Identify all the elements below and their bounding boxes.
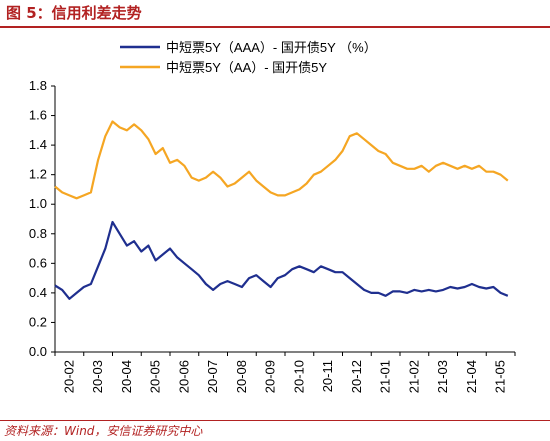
y-tick-label: 0.4: [29, 285, 47, 300]
chart-axes: [54, 86, 515, 353]
footer-divider: [0, 420, 550, 421]
x-tick-label: 20-07: [205, 360, 220, 393]
x-tick-label: 20-10: [291, 360, 306, 393]
figure-title: 图 5：信用利差走势: [6, 4, 142, 22]
y-tick-label: 1.8: [29, 78, 47, 93]
y-tick-label: 1.2: [29, 167, 47, 182]
x-tick-label: 21-04: [464, 360, 479, 393]
title-divider: [0, 26, 550, 28]
source-note: 资料来源：Wind，安信证券研究中心: [4, 424, 203, 438]
x-tick-label: 20-09: [263, 360, 278, 393]
legend-label-2: 中短票5Y（AA）- 国开债5Y: [166, 60, 327, 75]
legend-label-1: 中短票5Y（AAA）- 国开债5Y （%）: [166, 40, 377, 55]
x-tick-label: 21-05: [493, 360, 508, 393]
y-tick-label: 1.4: [29, 137, 47, 152]
y-tick-label: 1.6: [29, 108, 47, 123]
x-tick-label: 20-05: [148, 360, 163, 393]
x-tick-label: 20-03: [90, 360, 105, 393]
x-tick-label: 20-06: [176, 360, 191, 393]
series-line-2: [54, 120, 509, 200]
x-tick-label: 20-11: [320, 360, 335, 392]
x-tick-label: 21-03: [435, 360, 450, 393]
x-tick-label: 20-12: [349, 360, 364, 393]
x-tick-label: 21-01: [378, 360, 393, 393]
series-line-1: [54, 220, 509, 300]
x-tick-label: 20-04: [119, 360, 134, 393]
chart-legend: 中短票5Y（AAA）- 国开债5Y （%） 中短票5Y（AA）- 国开债5Y: [120, 40, 377, 75]
x-tick-label: 20-02: [61, 360, 76, 393]
x-tick-label: 20-08: [234, 360, 249, 393]
chart-series: [54, 120, 509, 300]
x-tick-label: 21-02: [406, 360, 421, 393]
figure-header: 图 5：信用利差走势: [0, 0, 550, 28]
y-tick-label: 1.0: [29, 196, 47, 211]
y-tick-label: 0.2: [29, 314, 47, 329]
y-tick-label: 0.0: [29, 344, 47, 359]
line-chart: 0.00.20.40.60.81.01.21.41.61.8 20-02 20-0…: [29, 40, 516, 393]
x-axis-ticks: 20-02 20-03 20-04 20-05 20-06 20-07 20-08 20-09…: [54, 352, 516, 393]
y-axis-ticks: 0.0 0.2 0.4 0.6 0.8 1.0 1.2 1.4 1.6 1.8: [29, 78, 55, 359]
y-tick-label: 0.6: [29, 255, 47, 270]
y-tick-label: 0.8: [29, 226, 47, 241]
